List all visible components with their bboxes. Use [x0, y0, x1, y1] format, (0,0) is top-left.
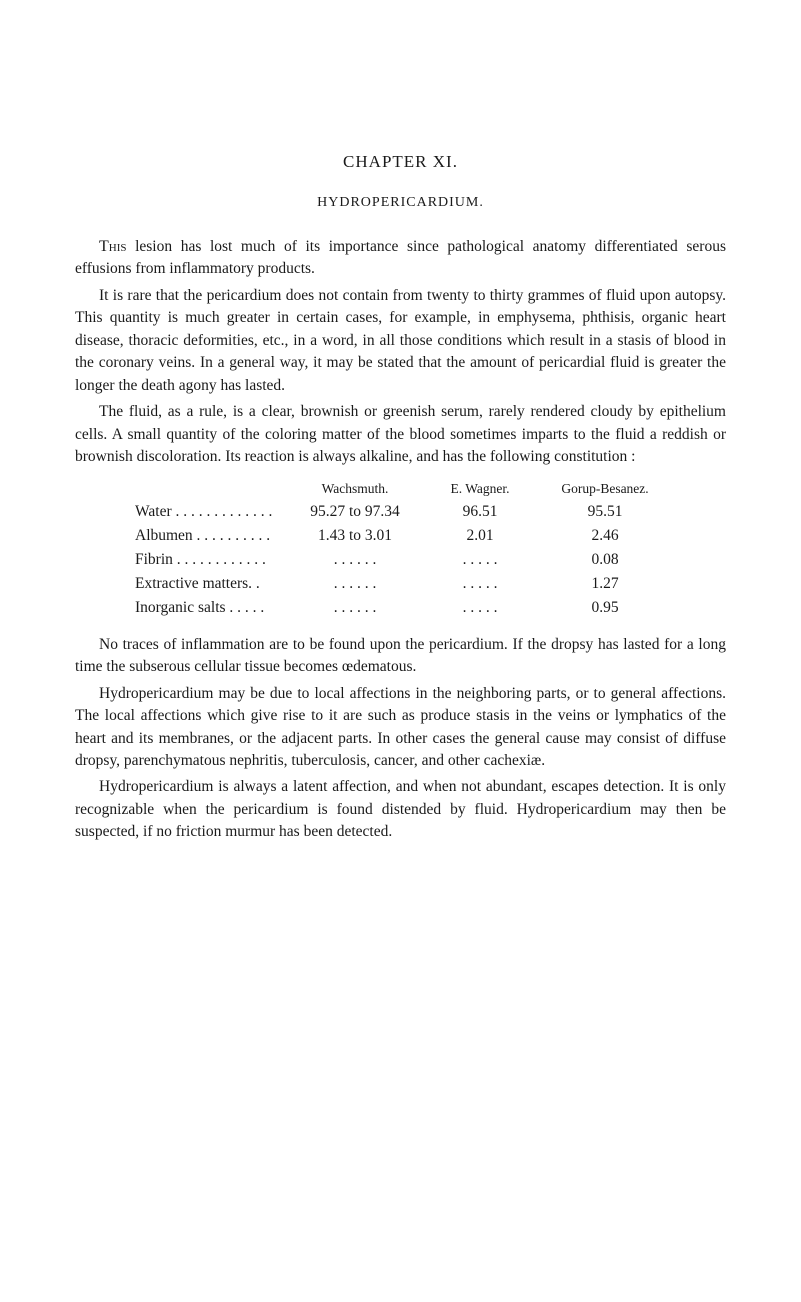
- paragraph-4: No traces of inflammation are to be foun…: [75, 634, 726, 679]
- paragraph-1-body: lesion has lost much of its importance s…: [75, 238, 726, 277]
- table-cell-wagner: 2.01: [425, 524, 535, 548]
- table-header-wagner: E. Wagner.: [425, 479, 535, 500]
- table-cell-wach: . . . . . .: [285, 548, 425, 572]
- table-cell-gorup: 0.95: [535, 596, 675, 620]
- section-heading: HYDROPERICARDIUM.: [75, 193, 726, 213]
- composition-table: Wachsmuth. E. Wagner. Gorup-Besanez. Wat…: [135, 479, 695, 620]
- table-cell-gorup: 2.46: [535, 524, 675, 548]
- table-header-gorup: Gorup-Besanez.: [535, 479, 675, 500]
- table-cell-wach: 95.27 to 97.34: [285, 500, 425, 524]
- table-header-wachsmuth: Wachsmuth.: [285, 479, 425, 500]
- table-cell-gorup: 1.27: [535, 572, 675, 596]
- table-cell-label: Fibrin . . . . . . . . . . . .: [135, 548, 285, 572]
- table-cell-label: Water . . . . . . . . . . . . .: [135, 500, 285, 524]
- table-cell-wagner: . . . . .: [425, 548, 535, 572]
- table-cell-wach: . . . . . .: [285, 572, 425, 596]
- paragraph-6: Hydropericardium is always a latent affe…: [75, 776, 726, 843]
- table-cell-wagner: . . . . .: [425, 572, 535, 596]
- paragraph-5: Hydropericardium may be due to local aff…: [75, 683, 726, 773]
- table-cell-gorup: 95.51: [535, 500, 675, 524]
- table-row: Water . . . . . . . . . . . . . 95.27 to…: [135, 500, 695, 524]
- table-row: Fibrin . . . . . . . . . . . . . . . . .…: [135, 548, 695, 572]
- table-cell-wach: 1.43 to 3.01: [285, 524, 425, 548]
- paragraph-3: The fluid, as a rule, is a clear, browni…: [75, 401, 726, 468]
- table-cell-wagner: . . . . .: [425, 596, 535, 620]
- table-cell-label: Albumen . . . . . . . . . .: [135, 524, 285, 548]
- table-cell-gorup: 0.08: [535, 548, 675, 572]
- table-row: Albumen . . . . . . . . . . 1.43 to 3.01…: [135, 524, 695, 548]
- table-cell-wach: . . . . . .: [285, 596, 425, 620]
- table-cell-label: Extractive matters. .: [135, 572, 285, 596]
- table-header-row: Wachsmuth. E. Wagner. Gorup-Besanez.: [135, 479, 695, 500]
- table-cell-wagner: 96.51: [425, 500, 535, 524]
- table-row: Extractive matters. . . . . . . . . . . …: [135, 572, 695, 596]
- table-cell-label: Inorganic salts . . . . .: [135, 596, 285, 620]
- paragraph-2: It is rare that the pericardium does not…: [75, 285, 726, 397]
- chapter-title: CHAPTER XI.: [75, 150, 726, 175]
- paragraph-1: This lesion has lost much of its importa…: [75, 235, 726, 281]
- first-word: This: [99, 238, 127, 255]
- table-row: Inorganic salts . . . . . . . . . . . . …: [135, 596, 695, 620]
